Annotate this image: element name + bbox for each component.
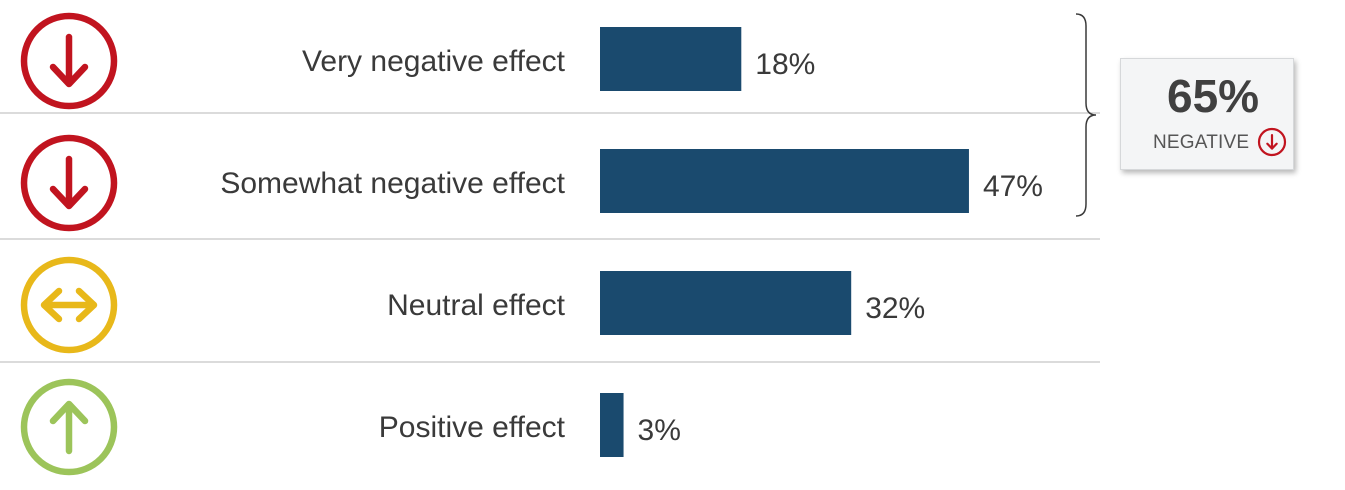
value-label: 18% xyxy=(755,48,815,81)
arrow-down-circle-icon xyxy=(20,12,118,110)
bar xyxy=(600,27,742,91)
category-label: Neutral effect xyxy=(387,289,566,322)
arrow-down-circle-icon xyxy=(1257,127,1287,157)
summary-label: NEGATIVE xyxy=(1153,132,1250,153)
bar xyxy=(600,149,969,213)
arrow-down-circle-icon xyxy=(1257,127,1287,157)
value-label: 32% xyxy=(865,292,925,325)
arrow-left-right-circle-icon xyxy=(20,256,118,354)
arrow-up-circle-icon xyxy=(20,378,118,476)
summary-callout: 65% NEGATIVE xyxy=(1120,58,1294,170)
category-label: Very negative effect xyxy=(302,45,566,78)
value-label: 3% xyxy=(638,414,681,447)
category-label: Positive effect xyxy=(379,411,566,444)
bar xyxy=(600,271,852,335)
value-label: 47% xyxy=(983,170,1043,203)
category-label: Somewhat negative effect xyxy=(220,167,565,200)
arrow-down-circle-icon xyxy=(20,134,118,232)
bracket xyxy=(1075,13,1097,217)
summary-value: 65% xyxy=(1167,70,1260,122)
bar xyxy=(600,393,624,457)
